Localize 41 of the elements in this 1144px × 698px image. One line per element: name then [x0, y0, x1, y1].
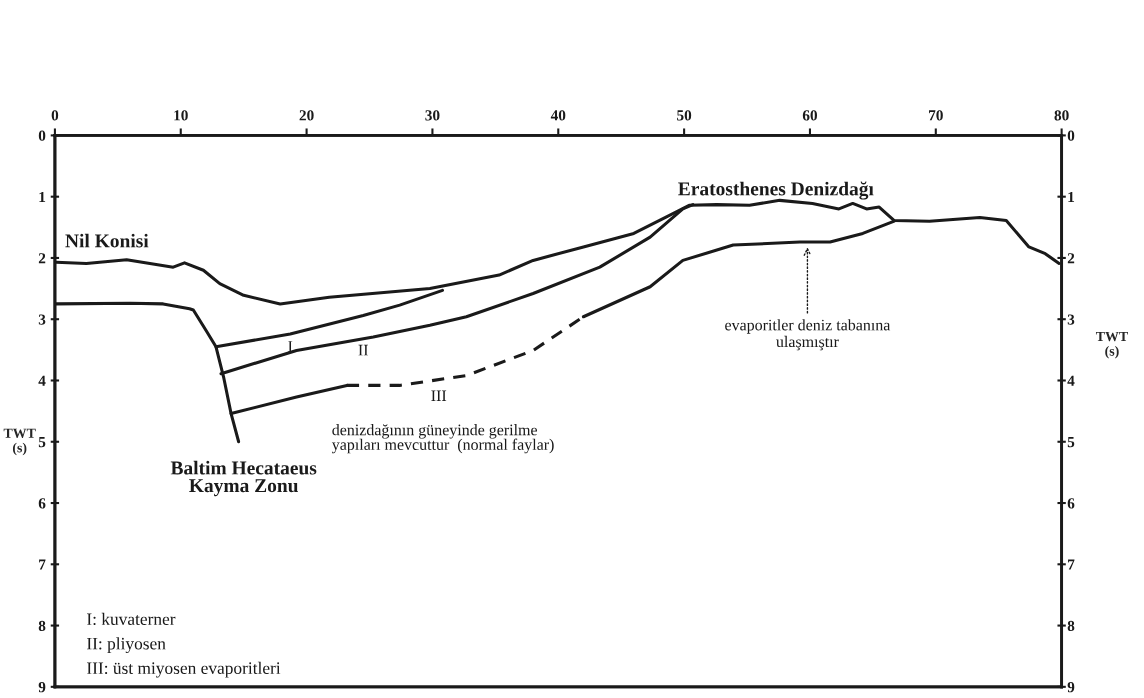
annotation: Eratosthenes Denizdağı — [678, 181, 874, 200]
y2-tick-label: 3 — [1067, 314, 1075, 325]
y-tick-label: 8 — [38, 620, 46, 632]
y2-tick-label: 9 — [1067, 682, 1075, 693]
x-tick-label: 0 — [51, 110, 59, 121]
annotation: II — [358, 344, 368, 356]
y2-tick-label: 5 — [1067, 437, 1075, 448]
annotation: I: kuvaterner — [87, 612, 176, 626]
annotation: III — [431, 390, 447, 401]
y2-tick-label: 0 — [1067, 130, 1075, 141]
x-tick-label: 10 — [174, 110, 188, 121]
y2-tick-label: 8 — [1067, 620, 1075, 632]
annotation: evaporitler deniz tabanına ulaşmıştır — [725, 319, 891, 351]
y2-tick-label: 6 — [1067, 498, 1075, 509]
annotation: denizdağının güneyinde gerilme yapıları mevcuttur (normal faylar) — [331, 424, 554, 454]
y2-tick-label: 4 — [1067, 375, 1075, 386]
y2-tick-label: 7 — [1068, 559, 1075, 570]
y2-axis-title: TWT (s) — [1095, 331, 1128, 359]
annotation: II: pliyosen — [87, 637, 166, 654]
x-tick-label: 50 — [677, 110, 692, 121]
y2-tick-label: 2 — [1067, 253, 1075, 264]
annotation: III: üst miyosen evaporitleri — [87, 661, 281, 678]
y-tick-label: 3 — [38, 314, 46, 325]
y-axis-title: TWT (s) — [3, 428, 36, 456]
y2-tick-label: 1 — [1068, 191, 1075, 202]
x-tick-label: 70 — [929, 110, 943, 121]
y-tick-label: 9 — [38, 682, 46, 693]
x-tick-label: 40 — [550, 110, 566, 121]
y-tick-label: 7 — [39, 559, 46, 570]
annotation: Nil Konisi — [65, 233, 149, 248]
y-tick-label: 5 — [38, 437, 46, 448]
x-tick-label: 20 — [299, 110, 314, 121]
y-tick-label: 0 — [38, 130, 46, 141]
y-tick-label: 1 — [39, 191, 46, 202]
annotation: Baltim Hecataeus Kayma Zonu — [170, 460, 317, 497]
y-tick-label: 4 — [38, 375, 46, 386]
x-tick-label: 30 — [425, 110, 440, 121]
x-tick-label: 60 — [802, 110, 818, 121]
x-tick-label: 80 — [1054, 110, 1069, 121]
y-tick-label: 6 — [38, 498, 46, 509]
y-tick-label: 2 — [38, 253, 46, 264]
